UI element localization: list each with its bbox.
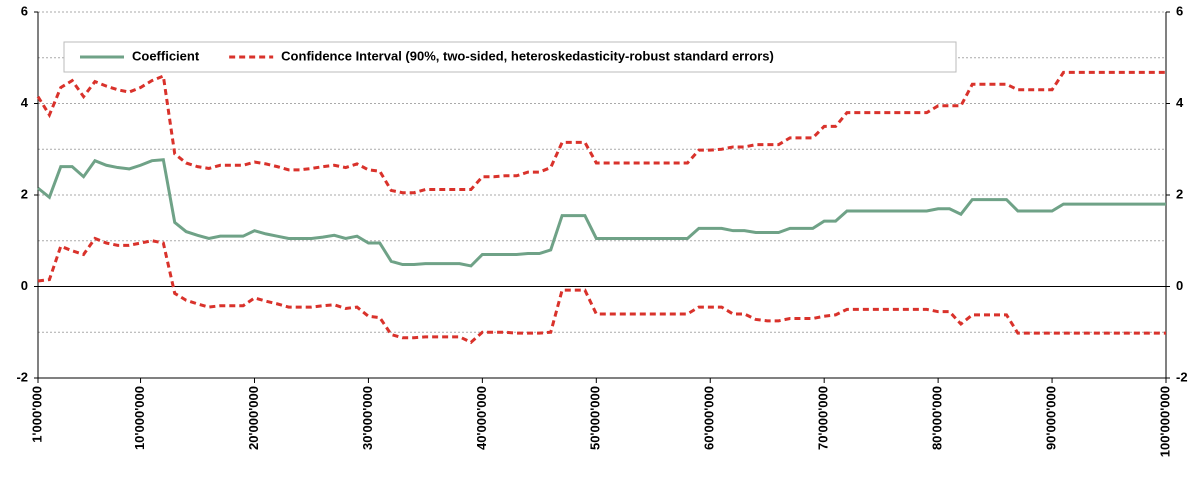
x-tick-label: 20'000'000 — [246, 386, 261, 450]
legend-label: Coefficient — [132, 48, 200, 63]
y2-tick-label: -2 — [1176, 369, 1188, 384]
x-tick-label: 40'000'000 — [474, 386, 489, 450]
y2-tick-label: 2 — [1176, 186, 1183, 201]
legend-label: Confidence Interval (90%, two-sided, het… — [281, 48, 774, 63]
y-tick-label: -2 — [16, 369, 28, 384]
legend-box — [63, 41, 957, 73]
y2-tick-label: 6 — [1176, 3, 1183, 18]
y-tick-label: 6 — [21, 3, 28, 18]
x-tick-label: 60'000'000 — [702, 386, 717, 450]
series-line — [37, 158, 1166, 268]
x-tick-label: 100'000'000 — [1157, 386, 1172, 457]
y2-tick-label: 4 — [1176, 95, 1184, 110]
x-tick-label: 1'000'000 — [29, 386, 44, 443]
ci-upper — [36, 70, 1166, 195]
ci-lower — [37, 236, 1166, 345]
y-tick-label: 2 — [21, 186, 28, 201]
x-tick-label: 10'000'000 — [132, 386, 147, 450]
y2-tick-label: 0 — [1176, 278, 1183, 293]
x-tick-label: 50'000'000 — [588, 386, 603, 450]
x-tick-label: 80'000'000 — [930, 386, 945, 450]
x-tick-label: 90'000'000 — [1043, 386, 1058, 450]
x-tick-label: 70'000'000 — [816, 386, 831, 450]
x-tick-label: 30'000'000 — [360, 386, 375, 450]
y-tick-label: 0 — [21, 278, 28, 293]
y-tick-label: 4 — [21, 95, 29, 110]
